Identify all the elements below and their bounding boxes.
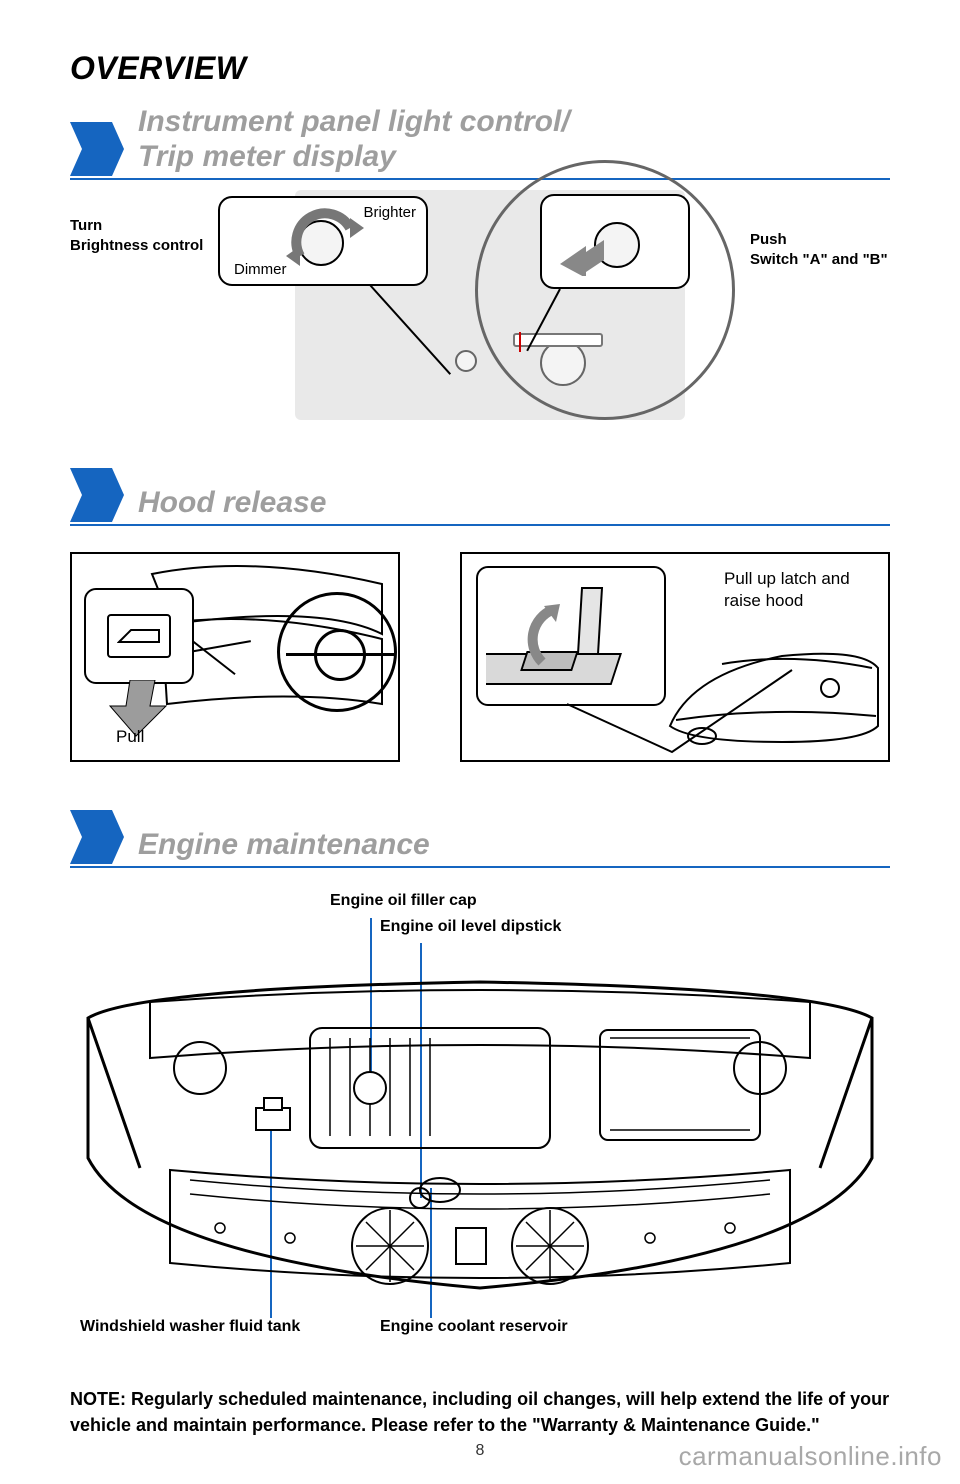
dimmer-label: Dimmer <box>234 261 287 278</box>
page-header: OVERVIEW <box>70 50 890 87</box>
section-instrument-panel: Instrument panel light control/ Trip met… <box>70 105 890 450</box>
hood-illustrations: Pull Pull up latch and raise hood <box>70 552 890 792</box>
section-head: Instrument panel light control/ Trip met… <box>70 105 890 180</box>
push-arrow-icon <box>560 236 610 276</box>
maintenance-note: NOTE: Regularly scheduled maintenance, i… <box>70 1386 890 1438</box>
brightness-knob-dot <box>455 350 477 372</box>
engine-illustration: Engine oil filler cap Engine oil level d… <box>70 888 890 1358</box>
push-callout <box>540 194 690 289</box>
steering-spoke <box>286 653 394 656</box>
label-oil-cap: Engine oil filler cap <box>330 892 477 910</box>
chevron-icon <box>70 468 124 522</box>
turn-brightness-caption: Turn Brightness control <box>70 216 220 257</box>
section-hood-release: Hood release <box>70 468 890 792</box>
rotate-arrows-icon <box>280 206 370 276</box>
label-dipstick: Engine oil level dipstick <box>380 918 561 936</box>
hood-lever-figure: Pull <box>70 552 400 762</box>
section-title: Engine maintenance <box>138 828 430 865</box>
push-switch-caption: Push Switch "A" and "B" <box>750 230 920 271</box>
section-engine-maintenance: Engine maintenance Engine oil filler cap… <box>70 810 890 1358</box>
steering-wheel <box>277 592 397 712</box>
brighter-label: Brighter <box>363 204 416 221</box>
instrument-illustration: Turn Brightness control Push Switch "A" … <box>70 190 890 450</box>
hood-lever-callout <box>84 588 194 684</box>
watermark: carmanualsonline.info <box>679 1441 942 1472</box>
hood-lever-button <box>107 614 171 658</box>
pull-label: Pull <box>116 726 144 748</box>
latch-caption: Pull up latch and raise hood <box>724 568 874 612</box>
fuel-needle <box>519 332 521 352</box>
brightness-callout: Brighter Dimmer <box>218 196 428 286</box>
label-coolant: Engine coolant reservoir <box>380 1318 568 1336</box>
hood-latch-figure: Pull up latch and raise hood <box>460 552 890 762</box>
section-head: Engine maintenance <box>70 810 890 868</box>
chevron-icon <box>70 810 124 864</box>
section-head: Hood release <box>70 468 890 526</box>
section-title: Hood release <box>138 486 326 523</box>
manual-page: OVERVIEW Instrument panel light control/… <box>0 0 960 1484</box>
car-front-sketch <box>662 634 882 754</box>
engine-bay-sketch <box>80 958 880 1308</box>
engine-bay <box>80 958 880 1308</box>
chevron-icon <box>70 122 124 176</box>
page-number: 8 <box>476 1442 485 1460</box>
label-washer: Windshield washer fluid tank <box>80 1318 300 1336</box>
hood-open-icon <box>117 626 161 646</box>
section-title: Instrument panel light control/ Trip met… <box>138 105 570 176</box>
fuel-gauge <box>513 333 603 347</box>
